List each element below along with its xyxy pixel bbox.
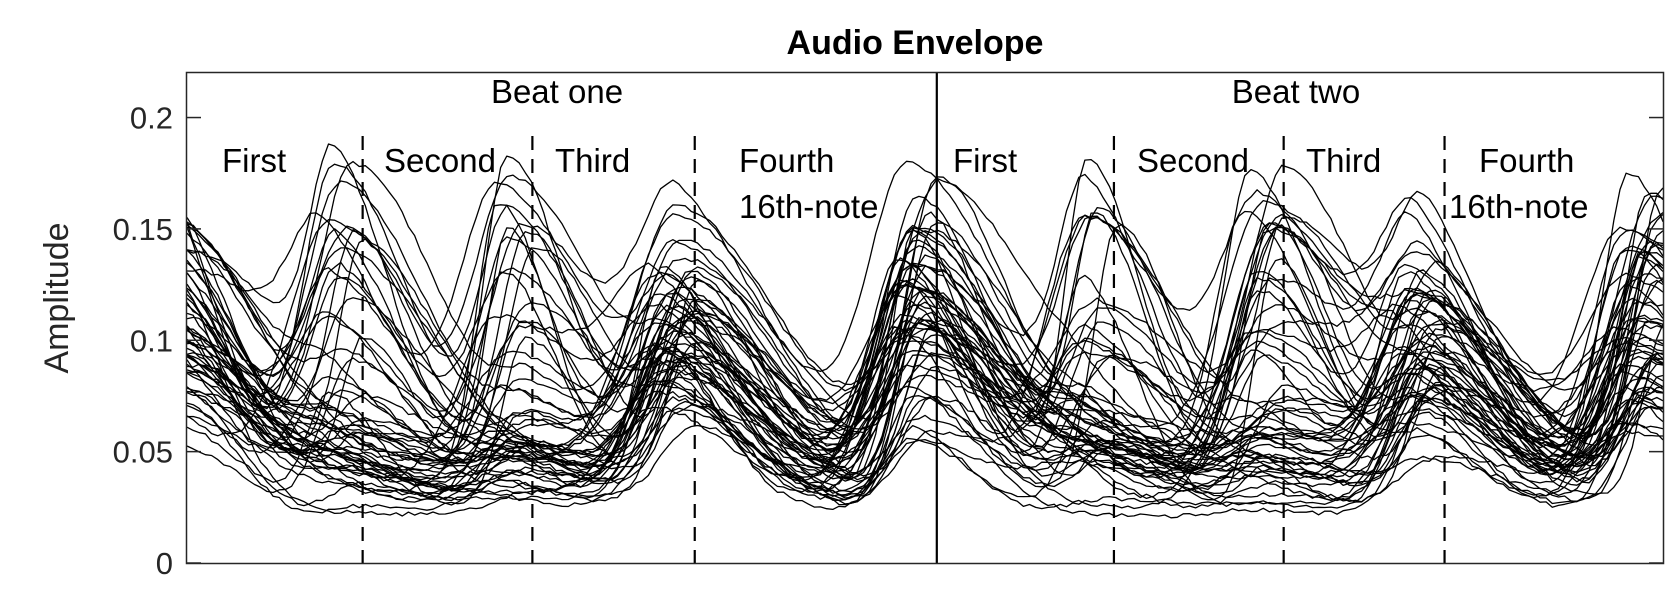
beat-two-16th-note-label: 16th-note (1449, 188, 1588, 225)
chart-title: Audio Envelope (787, 24, 1044, 62)
beat-two-fourth-label: Fourth (1479, 142, 1574, 179)
beat-one-third-label: Third (555, 142, 630, 179)
beat-one-first-label: First (222, 142, 286, 179)
y-tick-label: 0.15 (113, 212, 173, 247)
envelope-trace (187, 182, 1663, 465)
envelope-traces (187, 144, 1663, 518)
beat-one-second-label: Second (384, 142, 496, 179)
beat-two-first-label: First (953, 142, 1017, 179)
beat-two-third-label: Third (1306, 142, 1381, 179)
y-tick-label: 0.2 (130, 101, 173, 136)
y-axis-ticks: 0 0.05 0.1 0.15 0.2 (113, 101, 1663, 581)
beat-two-second-label: Second (1137, 142, 1249, 179)
envelope-trace (187, 212, 1663, 460)
beat-one-label: Beat one (491, 73, 623, 110)
y-axis-label: Amplitude (38, 222, 76, 373)
y-tick-label: 0.1 (130, 323, 173, 358)
beat-one-16th-note-label: 16th-note (739, 188, 878, 225)
y-tick-label: 0.05 (113, 435, 173, 470)
beat-two-label: Beat two (1232, 73, 1360, 110)
y-tick-label: 0 (156, 546, 173, 581)
envelope-trace (187, 222, 1663, 468)
beat-one-fourth-label: Fourth (739, 142, 834, 179)
section-annotations: Beat one Beat two First Second Third Fou… (222, 73, 1588, 225)
